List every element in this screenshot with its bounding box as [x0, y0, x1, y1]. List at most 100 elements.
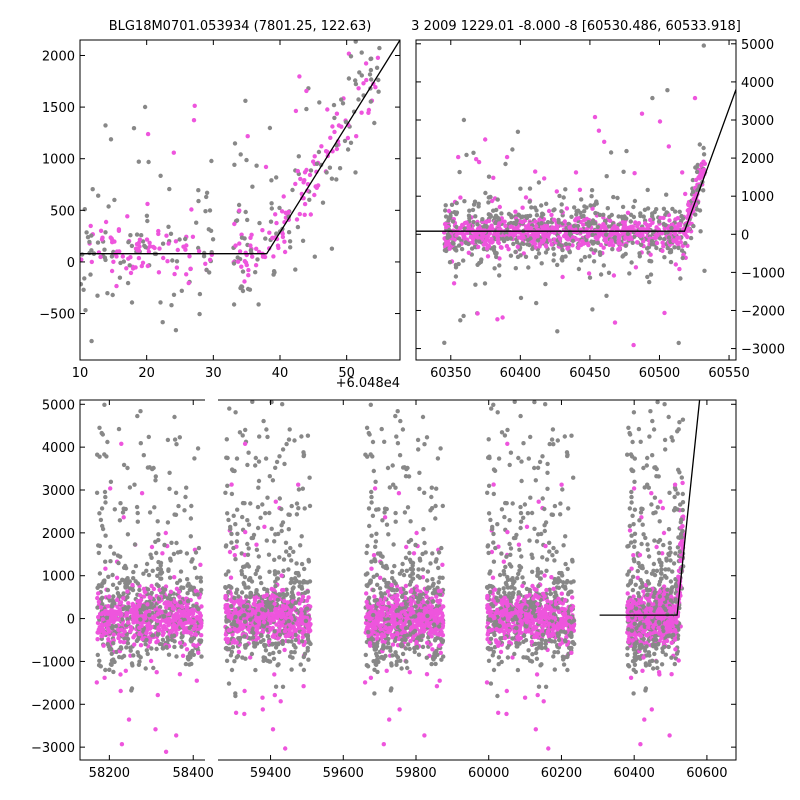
- data-point: [233, 710, 239, 715]
- data-point: [576, 245, 581, 251]
- data-point: [80, 252, 85, 257]
- data-point: [296, 625, 302, 631]
- data-point: [570, 238, 576, 243]
- data-point: [237, 249, 243, 254]
- data-point: [420, 633, 425, 638]
- data-point: [175, 603, 180, 608]
- data-point: [607, 242, 612, 247]
- data-point: [662, 226, 667, 231]
- data-point: [379, 560, 384, 566]
- data-point: [484, 246, 490, 251]
- data-point: [174, 442, 179, 447]
- data-point: [169, 303, 174, 308]
- data-point: [306, 640, 311, 645]
- data-point: [265, 495, 270, 500]
- data-point: [433, 661, 438, 667]
- data-point: [574, 212, 579, 217]
- data-point: [463, 240, 468, 245]
- data-point: [137, 244, 142, 249]
- data-point: [253, 463, 258, 468]
- data-point: [184, 604, 189, 609]
- data-point: [246, 577, 252, 582]
- data-point: [480, 217, 485, 222]
- data-point: [280, 520, 286, 525]
- data-point: [534, 300, 539, 306]
- data-point: [433, 651, 439, 656]
- data-point: [590, 206, 595, 211]
- data-point: [184, 485, 189, 490]
- data-point: [281, 591, 286, 597]
- data-point: [168, 589, 174, 594]
- data-point: [118, 688, 123, 694]
- data-point: [242, 574, 248, 580]
- data-point: [199, 654, 204, 659]
- data-point: [190, 611, 196, 616]
- data-point: [395, 441, 401, 446]
- data-point: [286, 437, 292, 442]
- data-point: [306, 657, 311, 662]
- data-point: [249, 651, 255, 657]
- data-point: [121, 606, 126, 612]
- data-point: [224, 618, 229, 623]
- data-point: [508, 253, 514, 258]
- data-point: [603, 232, 609, 237]
- data-point: [95, 595, 100, 601]
- data-point: [183, 661, 189, 667]
- data-point: [274, 610, 279, 615]
- data-point: [663, 223, 668, 228]
- data-point: [616, 222, 621, 227]
- data-point: [168, 231, 174, 236]
- data-point: [172, 644, 177, 650]
- data-point: [234, 218, 240, 223]
- data-point: [660, 240, 665, 245]
- data-point: [270, 727, 276, 732]
- data-point: [369, 77, 374, 82]
- data-point: [595, 224, 600, 230]
- data-point: [293, 108, 299, 114]
- data-point: [701, 188, 706, 193]
- data-point: [291, 643, 297, 648]
- data-point: [229, 491, 235, 497]
- data-point: [456, 261, 461, 267]
- data-point: [470, 240, 475, 245]
- data-point: [676, 245, 681, 251]
- data-point: [233, 780, 237, 784]
- data-point: [636, 221, 641, 227]
- data-point: [432, 587, 437, 592]
- data-point: [229, 540, 234, 545]
- data-point: [364, 425, 370, 430]
- data-point: [473, 282, 478, 287]
- data-point: [263, 236, 268, 241]
- data-point: [242, 619, 248, 624]
- data-point: [284, 549, 289, 554]
- data-point: [282, 629, 288, 634]
- data-point: [551, 217, 557, 222]
- data-point: [204, 194, 209, 200]
- data-point: [551, 246, 556, 251]
- data-point: [680, 243, 685, 249]
- data-point: [368, 56, 373, 62]
- data-point: [275, 597, 281, 602]
- data-point: [422, 442, 427, 447]
- data-point: [458, 225, 463, 231]
- data-point: [442, 248, 448, 253]
- data-point: [255, 626, 260, 632]
- data-point: [151, 616, 156, 621]
- data-point: [270, 235, 276, 241]
- data-point: [451, 241, 456, 246]
- x-tick-label: 40: [272, 366, 289, 381]
- data-point: [289, 503, 294, 509]
- data-point: [376, 89, 381, 94]
- data-point: [685, 208, 690, 213]
- data-point: [497, 273, 502, 278]
- data-point: [133, 265, 138, 270]
- data-point: [242, 711, 247, 717]
- data-point: [405, 665, 410, 671]
- data-point: [166, 567, 171, 572]
- data-point: [525, 237, 531, 243]
- data-point: [88, 223, 93, 229]
- data-point: [116, 228, 122, 233]
- data-point: [125, 620, 131, 625]
- data-point: [126, 240, 131, 245]
- data-point: [121, 565, 127, 570]
